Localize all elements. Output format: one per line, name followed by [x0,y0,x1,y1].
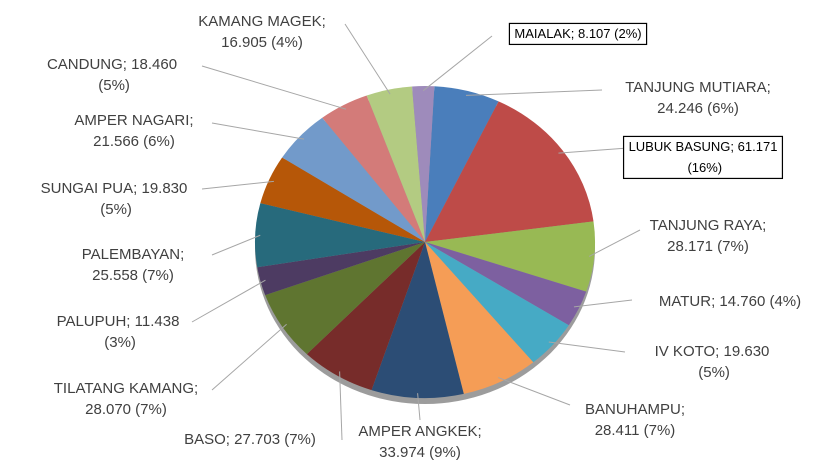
pie-slice [412,86,435,242]
data-label: SUNGAI PUA; 19.830 (5%) [41,180,188,218]
pie-slice [425,242,587,326]
label-part: 16.905 (4%) [221,34,303,51]
label-part: BANUHAMPU; [585,401,685,418]
label-part: 61.171 [734,139,777,154]
pie-slice [257,242,425,296]
label-part: CANDUNG; [47,56,127,73]
pie-slice [260,157,425,242]
label-part: AMPER ANGKEK; [358,423,481,440]
data-label: PALEMBAYAN; 25.558 (7%) [82,246,185,284]
label-part: 18.460 [127,56,177,73]
label-part: TILATANG KAMANG; [54,380,198,397]
label-part: (5%) [96,201,132,218]
label-box [622,135,784,180]
leader-line [422,35,493,92]
data-label: MATUR; 14.760 (4%) [659,293,801,310]
leader-line [339,371,343,441]
label-part: PALEMBAYAN; [82,246,185,263]
pie-slice [254,203,425,268]
label-part: AMPER NAGARI; [74,112,193,129]
leader-line [211,122,305,140]
label-part: 19.830 [137,180,187,197]
label-part: (16%) [684,160,722,175]
label-part: MAIALAK; [514,26,574,41]
pie-slice [306,242,425,391]
leader-line [417,393,421,421]
label-part: MATUR; [659,293,715,310]
data-label: IV KOTO; 19.630 (5%) [655,343,770,381]
pie-slice [371,242,464,398]
leader-line [588,229,641,257]
pie-slice [265,242,425,355]
leader-line [548,341,626,353]
label-part: TANJUNG MUTIARA; [625,79,771,96]
label-part: KAMANG MAGEK; [198,13,326,30]
data-label: AMPER ANGKEK; 33.974 (9%) [358,423,481,460]
label-part: (5%) [694,364,730,381]
label-part: 27.703 (7%) [230,431,316,448]
label-part: 28.171 (7%) [667,238,749,255]
label-part: (5%) [94,77,130,94]
data-label: CANDUNG; 18.460 (5%) [47,56,177,94]
label-part: LUBUK BASUNG; [629,139,734,154]
label-part: 19.630 [719,343,769,360]
leader-line [573,299,633,308]
pie-slice [425,242,534,394]
label-part: IV KOTO; [655,343,720,360]
data-label: BASO; 27.703 (7%) [184,431,316,448]
leader-line [211,323,287,391]
leader-line [498,377,571,406]
data-label: MAIALAK; 8.107 (2%) [514,26,641,41]
data-label: KAMANG MAGEK; 16.905 (4%) [198,13,326,51]
data-label: BANUHAMPU; 28.411 (7%) [585,401,685,439]
label-part: (3%) [100,334,136,351]
label-part: 33.974 (9%) [379,444,461,460]
leader-line [201,65,347,110]
data-label: PALUPUH; 11.438 (3%) [57,313,180,351]
pie-slice [425,242,569,363]
pie-slice [425,86,499,242]
leader-line [211,234,261,256]
pie-slice [425,221,595,292]
label-part: 24.246 (6%) [657,100,739,117]
data-label: AMPER NAGARI; 21.566 (6%) [74,112,193,150]
pie-slice [282,117,425,242]
label-part: 14.760 (4%) [715,293,801,310]
label-part: TANJUNG RAYA; [650,217,767,234]
label-part: 11.438 [130,313,179,330]
label-part: 28.411 (7%) [595,422,676,439]
data-label: LUBUK BASUNG; 61.171 (16%) [629,139,778,175]
data-label: TANJUNG MUTIARA; 24.246 (6%) [625,79,771,117]
data-label: TANJUNG RAYA; 28.171 (7%) [650,217,767,255]
label-part: PALUPUH; [57,313,131,330]
label-box [508,22,648,46]
leader-line [191,279,266,323]
leader-line [558,147,629,154]
data-label: TILATANG KAMANG; 28.070 (7%) [54,380,198,418]
pie-slice [425,101,594,243]
label-part: 21.566 (6%) [93,133,175,150]
label-part: BASO; [184,431,230,448]
leader-line [201,180,274,190]
label-part: 25.558 (7%) [92,267,174,284]
pie-slice [366,86,425,242]
leader-line [465,89,603,96]
label-part: SUNGAI PUA; [41,180,138,197]
leader-line [344,23,391,95]
label-part: 28.070 (7%) [85,401,167,418]
pie-slice [322,95,425,242]
label-part: 8.107 (2%) [574,26,641,41]
